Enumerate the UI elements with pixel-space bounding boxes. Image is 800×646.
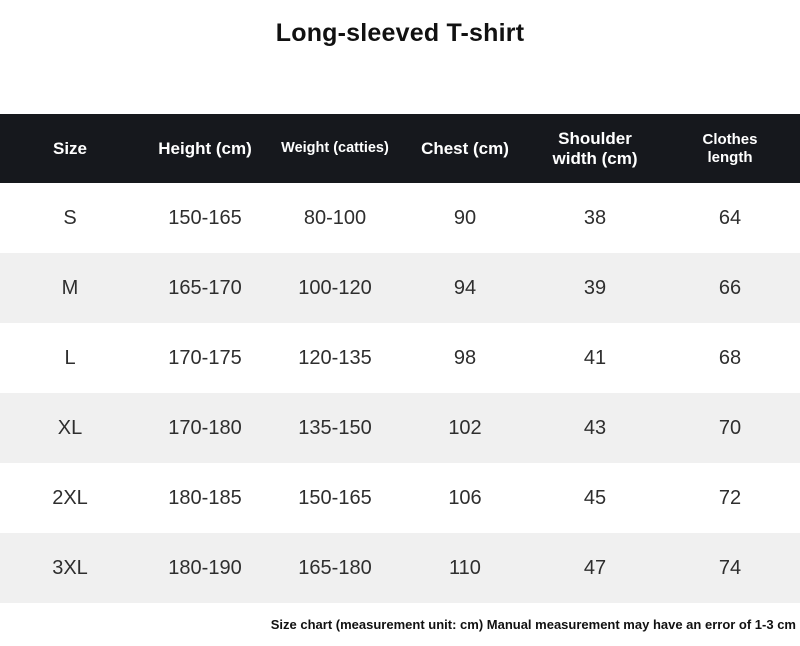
value-cell: 66 — [718, 276, 742, 299]
value-cell: 170-180 — [168, 416, 242, 439]
value-cell: 98 — [453, 346, 477, 369]
value-cell: 120-135 — [298, 346, 372, 369]
value-cell: 72 — [718, 486, 742, 509]
value-cell: 100-120 — [298, 276, 372, 299]
value-cell: 45 — [583, 486, 607, 509]
col-header-shoulder-width: Shoulder width (cm) — [530, 114, 660, 183]
col-header-height: Height (cm) — [140, 114, 270, 183]
value-cell: 150-165 — [168, 206, 242, 229]
value-cell: 43 — [583, 416, 607, 439]
col-header-height-label: Height (cm) — [158, 138, 252, 158]
value-cell: 74 — [718, 556, 742, 579]
table-row: 3XL 180-190 165-180 110 47 74 — [0, 533, 800, 603]
value-cell: 102 — [448, 416, 482, 439]
value-cell: 150-165 — [298, 486, 372, 509]
col-header-chest: Chest (cm) — [400, 114, 530, 183]
value-cell: 180-190 — [168, 556, 242, 579]
value-cell: 106 — [448, 486, 482, 509]
value-cell: 165-180 — [298, 556, 372, 579]
value-cell: 90 — [453, 206, 477, 229]
table-row: XL 170-180 135-150 102 43 70 — [0, 393, 800, 463]
col-header-clothes-length-label: Clothes length — [702, 131, 758, 166]
value-cell: 39 — [583, 276, 607, 299]
table-row: 2XL 180-185 150-165 106 45 72 — [0, 463, 800, 533]
value-cell: 180-185 — [168, 486, 242, 509]
value-cell: 38 — [583, 206, 607, 229]
value-cell: 41 — [583, 346, 607, 369]
col-header-size: Size — [0, 114, 140, 183]
footer-area: Size chart (measurement unit: cm) Manual… — [0, 603, 800, 646]
value-cell: 80-100 — [303, 206, 367, 229]
footer-note: Size chart (measurement unit: cm) Manual… — [270, 617, 796, 632]
size-cell: S — [63, 206, 77, 229]
value-cell: 135-150 — [298, 416, 372, 439]
size-cell: M — [61, 276, 79, 299]
col-header-weight-label: Weight (catties) — [281, 140, 389, 157]
value-cell: 94 — [453, 276, 477, 299]
size-cell: 3XL — [52, 556, 88, 579]
table-row: S 150-165 80-100 90 38 64 — [0, 183, 800, 253]
table-body: S 150-165 80-100 90 38 64 M 165-170 100-120 94 39 6… — [0, 183, 800, 603]
col-header-shoulder-width-label: Shoulder width (cm) — [552, 128, 638, 168]
table-row: L 170-175 120-135 98 41 68 — [0, 323, 800, 393]
col-header-size-label: Size — [52, 138, 88, 158]
value-cell: 110 — [449, 556, 481, 579]
size-cell: L — [64, 346, 76, 369]
col-header-clothes-length: Clothes length — [660, 114, 800, 183]
size-cell: XL — [57, 416, 83, 439]
size-cell: 2XL — [52, 486, 88, 509]
value-cell: 68 — [718, 346, 742, 369]
title-area: Long-sleeved T-shirt — [0, 0, 800, 114]
col-header-chest-label: Chest (cm) — [421, 138, 509, 158]
value-cell: 47 — [583, 556, 607, 579]
value-cell: 170-175 — [168, 346, 242, 369]
table-header-row: Size Height (cm) Weight (catties) Chest … — [0, 114, 800, 183]
col-header-weight: Weight (catties) — [270, 114, 400, 183]
value-cell: 165-170 — [168, 276, 242, 299]
value-cell: 64 — [718, 206, 742, 229]
table-row: M 165-170 100-120 94 39 66 — [0, 253, 800, 323]
value-cell: 70 — [718, 416, 742, 439]
page-title: Long-sleeved T-shirt — [275, 19, 525, 47]
